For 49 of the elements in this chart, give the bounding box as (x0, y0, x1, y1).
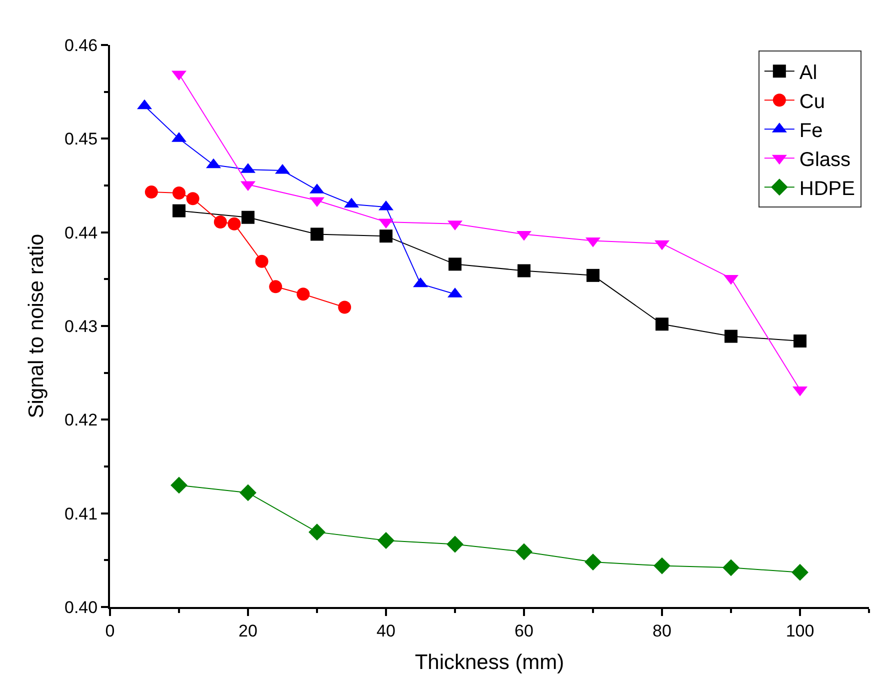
point (446, 536, 464, 553)
point (518, 264, 530, 278)
legend-label: Al (799, 62, 818, 84)
y-tick-label: 0.46 (64, 36, 98, 55)
point (308, 524, 326, 541)
legend-label: HDPE (799, 178, 855, 200)
x-tick-label: 40 (376, 621, 396, 640)
point (378, 532, 394, 549)
point (172, 186, 186, 200)
point (656, 318, 668, 331)
y-tick-label: 0.41 (64, 504, 98, 524)
point (172, 204, 186, 218)
legend-label: Cu (799, 90, 825, 113)
y-tick-label: 0.40 (64, 598, 98, 617)
point (186, 192, 200, 206)
legend-label: Glass (799, 148, 851, 171)
point (584, 554, 602, 570)
point (310, 228, 324, 241)
x-tick-label: 20 (238, 621, 258, 640)
point (722, 559, 740, 576)
point (654, 557, 670, 574)
point (338, 300, 352, 314)
point (516, 543, 532, 560)
point (296, 288, 310, 301)
point (724, 330, 738, 343)
x-axis-title: Thickness (mm) (414, 651, 564, 674)
point (228, 217, 241, 230)
y-tick-label: 0.44 (64, 223, 98, 242)
x-tick-label: 80 (652, 621, 672, 640)
y-tick-label: 0.43 (64, 316, 98, 336)
point (269, 280, 282, 294)
y-tick-label: 0.45 (64, 130, 98, 149)
x-tick-label: 100 (786, 621, 814, 640)
y-axis-title: Signal to noise ratio (25, 234, 48, 418)
point (144, 186, 158, 199)
point (448, 258, 462, 271)
point (380, 230, 392, 243)
legend-label: Fe (799, 120, 823, 142)
point (170, 476, 188, 494)
point (240, 484, 256, 502)
point (214, 216, 227, 229)
x-tick-label: 60 (514, 621, 534, 640)
point (242, 210, 254, 224)
point (794, 334, 806, 348)
y-tick-label: 0.42 (64, 410, 98, 430)
point (792, 564, 808, 581)
point (255, 254, 268, 268)
x-tick-label: 0 (105, 621, 115, 640)
point (586, 268, 600, 282)
